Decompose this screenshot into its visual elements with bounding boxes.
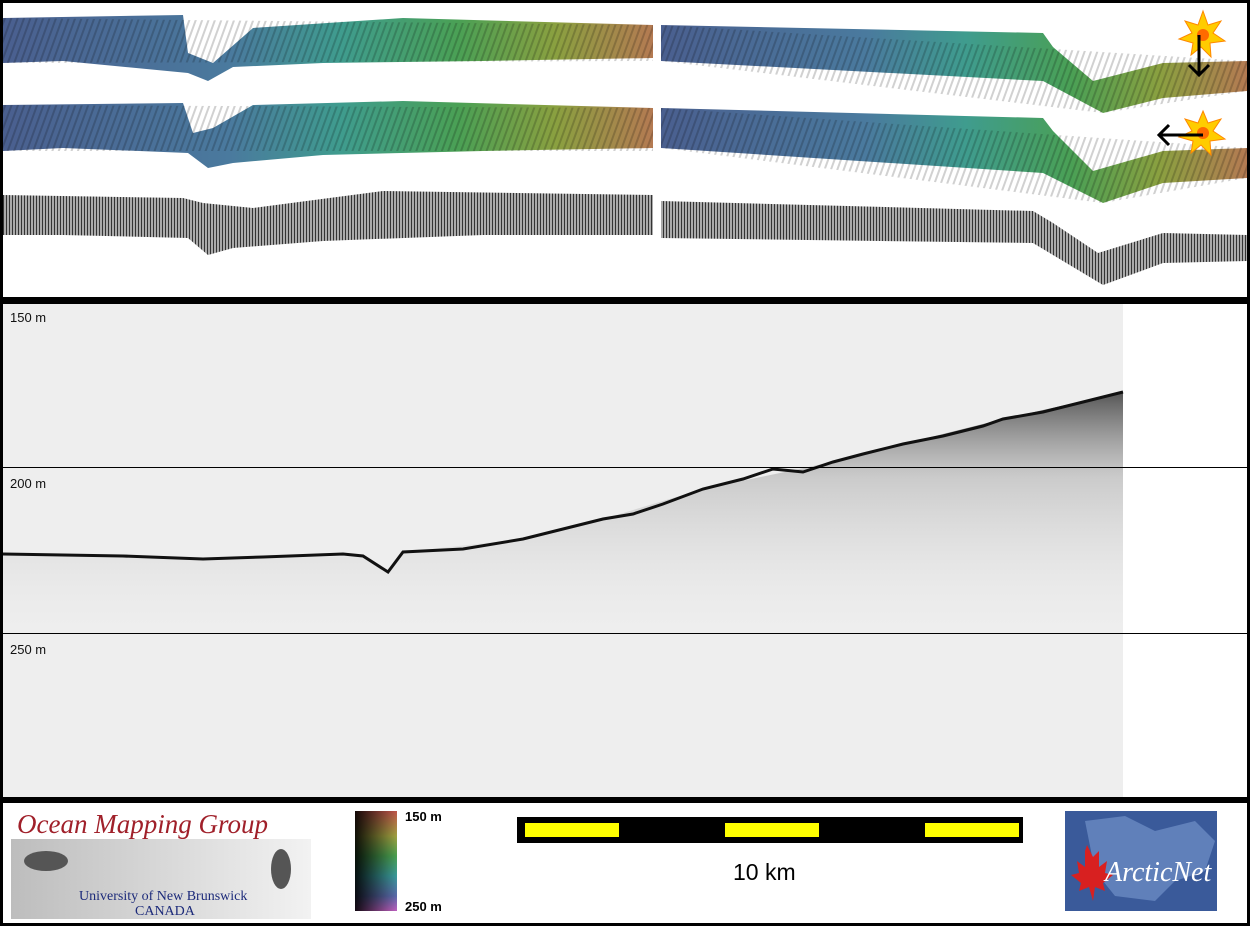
backscatter-strip (3, 191, 1247, 285)
depth-gridline-250 (3, 633, 1247, 634)
arcticnet-logo: ArcticNet (1065, 811, 1217, 911)
country-name: CANADA (135, 904, 195, 919)
scale-bar (517, 817, 1023, 843)
arrow-down-icon (1187, 35, 1211, 78)
depth-gridline-200 (3, 467, 1247, 468)
arrow-left-icon (1156, 123, 1203, 147)
ocean-mapping-group-title: Ocean Mapping Group (17, 809, 268, 839)
depth-colorbar (355, 811, 397, 911)
sun-icon (1177, 9, 1227, 59)
swath-strip-2 (3, 101, 1247, 203)
arcticnet-logo-text: ArcticNet (1103, 857, 1212, 888)
depth-label-200: 200 m (10, 476, 47, 491)
swath-map (3, 9, 1247, 285)
scale-label: 10 km (733, 859, 796, 885)
colorbar-bottom-label: 250 m (405, 899, 442, 914)
subbottom-profile (3, 304, 1124, 797)
university-name: University of New Brunswick (79, 889, 248, 904)
colorbar-top-label: 150 m (405, 809, 442, 824)
footer-panel: Ocean Mapping Group University of New Br… (3, 803, 1247, 923)
depth-label-250: 250 m (10, 642, 47, 657)
omg-logo-image (11, 839, 311, 919)
swath-strip-1 (3, 15, 1247, 113)
depth-label-150: 150 m (10, 310, 47, 325)
profile-panel: 150 m 200 m 250 m (3, 304, 1247, 797)
swath-panel (3, 3, 1247, 297)
